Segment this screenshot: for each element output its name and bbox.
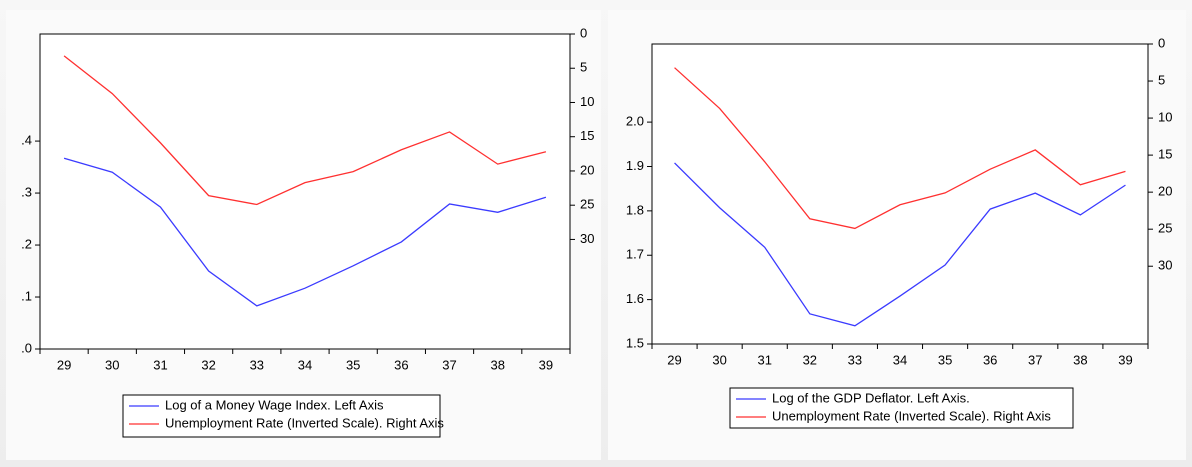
x-tick-label: 33 [848, 352, 862, 367]
y2-tick-label: 0 [1158, 35, 1165, 50]
x-tick-label: 29 [667, 352, 681, 367]
y-tick-label: 1.7 [626, 247, 644, 262]
y-tick-label: 2.0 [626, 114, 644, 129]
x-tick-label: 37 [1028, 352, 1042, 367]
y-tick-label: 1.5 [626, 335, 644, 350]
y2-tick-label: 5 [1158, 72, 1165, 87]
legend-box [122, 394, 441, 438]
plot-frame [651, 43, 1149, 345]
x-tick-label: 39 [1118, 352, 1132, 367]
y-tick-label: .3 [21, 184, 32, 199]
x-tick-label: 39 [539, 357, 553, 372]
x-tick-label: 30 [105, 357, 119, 372]
y-tick-label: .0 [21, 340, 32, 355]
legend-label: Unemployment Rate (Inverted Scale). Righ… [165, 415, 444, 430]
y-tick-label: .1 [21, 288, 32, 303]
x-tick-label: 34 [893, 352, 907, 367]
y-tick-label: .2 [21, 236, 32, 251]
y-tick-label: 1.8 [626, 202, 644, 217]
y-tick-label: 1.9 [626, 158, 644, 173]
y2-tick-label: 20 [1158, 184, 1172, 199]
y-tick-label: 1.6 [626, 291, 644, 306]
x-tick-label: 31 [757, 352, 771, 367]
y2-tick-label: 20 [580, 162, 594, 177]
x-tick-label: 29 [57, 357, 71, 372]
legend-box [729, 387, 1074, 429]
x-tick-label: 37 [442, 357, 456, 372]
y2-tick-label: 25 [1158, 221, 1172, 236]
legend-label: Log of the GDP Deflator. Left Axis. [772, 390, 970, 405]
y2-tick-label: 10 [580, 94, 594, 109]
series-line [63, 55, 547, 206]
y2-tick-label: 15 [1158, 147, 1172, 162]
legend-label: Log of a Money Wage Index. Left Axis [165, 397, 384, 412]
x-tick-label: 38 [1073, 352, 1087, 367]
series-line [674, 67, 1126, 230]
y2-tick-label: 15 [580, 128, 594, 143]
x-tick-label: 35 [938, 352, 952, 367]
plot-frame [39, 33, 571, 350]
x-tick-label: 38 [490, 357, 504, 372]
y2-tick-label: 30 [580, 231, 594, 246]
legend-label: Unemployment Rate (Inverted Scale). Righ… [772, 408, 1051, 423]
series-line [674, 162, 1126, 327]
x-tick-label: 34 [298, 357, 312, 372]
x-tick-label: 31 [153, 357, 167, 372]
y-tick-label: .4 [21, 133, 32, 148]
x-tick-label: 32 [201, 357, 215, 372]
y2-tick-label: 25 [580, 197, 594, 212]
x-tick-label: 30 [712, 352, 726, 367]
x-tick-label: 36 [394, 357, 408, 372]
series-line [63, 157, 547, 307]
y2-tick-label: 10 [1158, 110, 1172, 125]
y2-tick-label: 5 [580, 60, 587, 75]
x-tick-label: 32 [803, 352, 817, 367]
y2-tick-label: 30 [1158, 258, 1172, 273]
x-tick-label: 35 [346, 357, 360, 372]
x-tick-label: 33 [250, 357, 264, 372]
y2-tick-label: 0 [580, 25, 587, 40]
x-tick-label: 36 [983, 352, 997, 367]
